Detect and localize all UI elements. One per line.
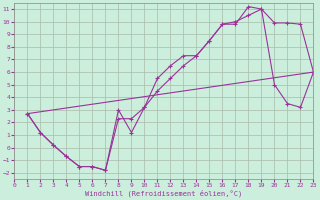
X-axis label: Windchill (Refroidissement éolien,°C): Windchill (Refroidissement éolien,°C): [85, 190, 243, 197]
